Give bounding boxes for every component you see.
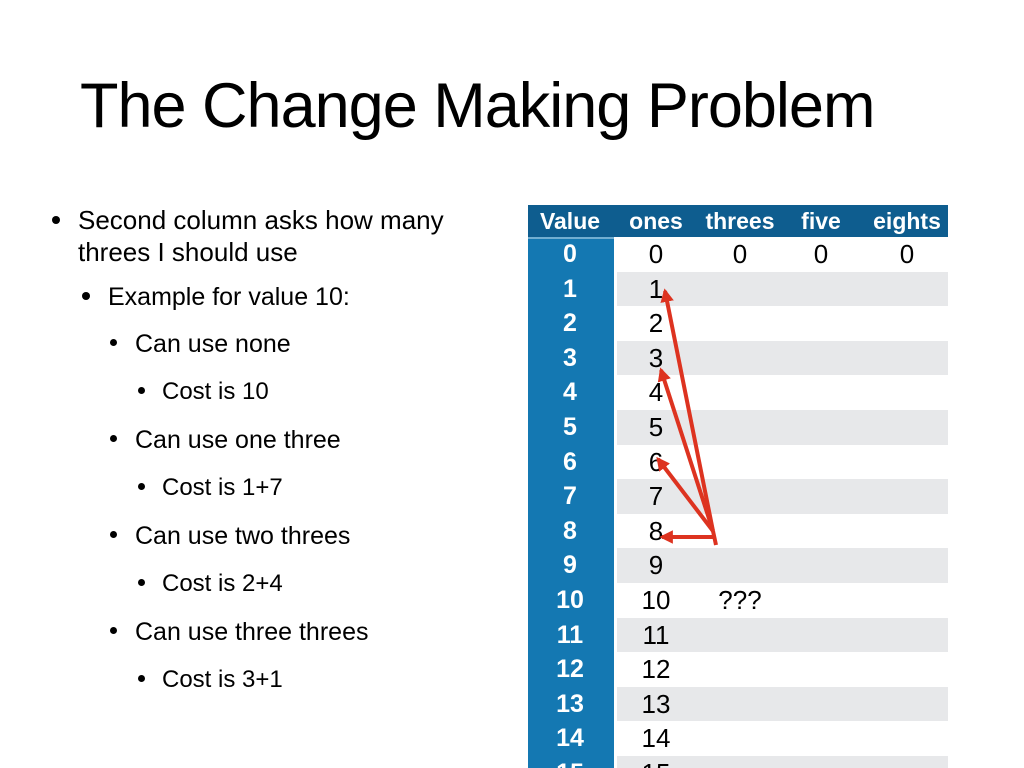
table-row: [617, 271, 948, 307]
value-cell: 0: [563, 240, 577, 268]
bullet-dot: [138, 674, 145, 682]
bullet-dot: [110, 627, 117, 635]
table-row: [617, 375, 948, 410]
data-cell: 0: [648, 239, 664, 269]
bullet-item-level-1: Second column asks how many threes I sho…: [52, 204, 473, 268]
bullet-dot: [138, 386, 145, 394]
table-row: [617, 444, 948, 480]
data-cell: 0: [732, 239, 748, 269]
value-cell: 14: [556, 724, 584, 753]
table-row: [617, 652, 948, 687]
table-row: [617, 513, 948, 549]
bullet-dot: [110, 531, 117, 539]
table-row: [617, 617, 948, 653]
data-cell: 12: [641, 654, 671, 685]
bullet-item-level-3: Can use three threes: [110, 616, 368, 648]
table-row: [617, 479, 948, 514]
value-cell: 3: [563, 343, 577, 372]
column-header-value: Value: [539, 208, 601, 234]
bullet-dot: [52, 215, 60, 224]
data-cell: 0: [899, 239, 915, 269]
value-cell: 15: [556, 756, 584, 768]
value-cell: 2: [563, 309, 577, 338]
value-cell: 5: [563, 413, 577, 441]
data-cell: 15: [642, 756, 671, 768]
bullet-item-level-4: Cost is 10: [138, 376, 269, 408]
table-row: [617, 340, 948, 376]
column-header-threes: threes: [705, 208, 775, 234]
bullet-dot: [82, 292, 90, 301]
table-row: [617, 583, 948, 618]
table-row: [617, 410, 948, 445]
bullet-dot: [110, 339, 117, 347]
value-cell: 7: [563, 482, 577, 511]
value-cell: 4: [563, 378, 577, 407]
bullet-item-level-3: Can use one three: [110, 424, 341, 456]
value-cell: 13: [556, 689, 584, 718]
data-cell: 6: [648, 446, 664, 477]
bullet-item-level-4: Cost is 1+7: [138, 472, 283, 504]
value-cell: 12: [556, 655, 584, 684]
bullet-dot: [138, 578, 145, 586]
data-cell: 5: [648, 412, 664, 442]
bullet-dot: [138, 482, 145, 490]
value-cell: 11: [556, 620, 584, 649]
value-cell: 6: [563, 447, 577, 476]
bullet-item-level-2: Example for value 10:: [82, 281, 350, 313]
bullet-item-level-4: Cost is 2+4: [138, 568, 283, 600]
data-cell: 9: [648, 550, 664, 581]
column-header-five: five: [801, 208, 841, 234]
data-cell: 3: [648, 342, 664, 373]
value-cell: 10: [556, 586, 584, 614]
value-cell: 8: [563, 516, 577, 545]
bullet-item-level-3: Can use two threes: [110, 520, 350, 552]
column-header-eights: eights: [873, 208, 941, 234]
data-cell: 1: [648, 273, 664, 304]
data-cell: 4: [648, 377, 664, 408]
data-cell: 2: [648, 308, 664, 339]
data-cell: 13: [641, 688, 671, 719]
value-cell: 1: [563, 274, 577, 303]
value-cell: 9: [563, 551, 577, 580]
data-cell: 0: [813, 239, 829, 269]
bullet-dot: [110, 435, 117, 443]
table-header-row: Value ones threes five eights: [528, 205, 948, 237]
value-column: [528, 237, 614, 768]
table-row: [617, 686, 948, 722]
dp-table: Value ones threes five eights 0 0 0 0 0 1 1 2 2 3 3 4 4 5 5…: [528, 205, 948, 768]
bullet-item-level-4: Cost is 3+1: [138, 664, 283, 696]
table-row: [617, 721, 948, 756]
table-row: [617, 237, 948, 272]
data-cell: 8: [648, 515, 664, 546]
data-cell: ???: [718, 585, 762, 615]
data-cell: 14: [641, 723, 671, 754]
slide-title: The Change Making Problem: [80, 71, 875, 141]
column-header-ones: ones: [629, 208, 683, 234]
table-row: [617, 306, 948, 341]
table-row: [617, 756, 948, 768]
data-cell: 7: [648, 481, 664, 512]
table-row: [617, 548, 948, 583]
bullet-item-level-3: Can use none: [110, 328, 291, 360]
data-cell: 10: [641, 585, 671, 615]
data-cell: 11: [642, 619, 670, 650]
